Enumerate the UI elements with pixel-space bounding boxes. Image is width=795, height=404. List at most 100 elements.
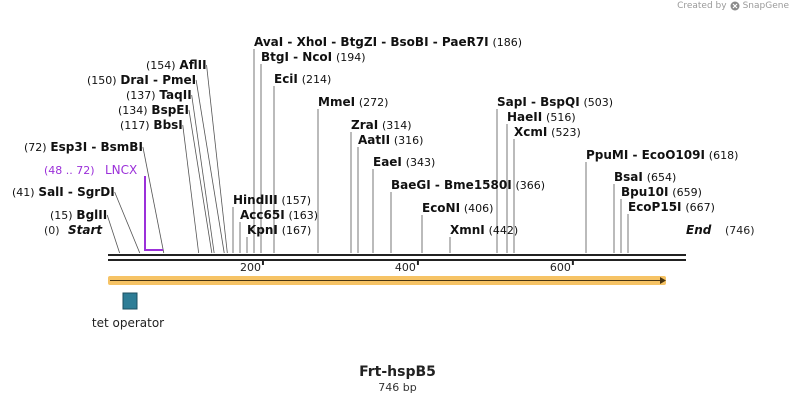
site-label-bpu10i[interactable]: Bpu10I (659) <box>621 185 702 199</box>
site-enzyme-names: Acc65I <box>240 208 285 222</box>
site-connector <box>195 79 225 254</box>
primer-name: LNCX <box>105 163 137 177</box>
site-enzyme-names: HindIII <box>233 193 278 207</box>
site-label-mmei[interactable]: MmeI (272) <box>318 95 388 109</box>
site-labels: AvaI - XhoI - BtgZI - BsoBI - PaeR7I (18… <box>12 35 738 237</box>
site-position: (163) <box>289 209 319 222</box>
site-label-econi[interactable]: EcoNI (406) <box>422 201 493 215</box>
tick-label: 400 <box>395 261 416 274</box>
site-label-aatii[interactable]: AatII (316) <box>358 133 423 147</box>
site-enzyme-names: EcoNI <box>422 201 460 215</box>
site-position: (15) <box>50 209 73 222</box>
site-enzyme-names: XmnI <box>450 223 485 237</box>
site-connector <box>206 64 228 254</box>
site-enzyme-names: ZraI <box>351 118 378 132</box>
site-connector <box>114 191 141 254</box>
site-label-hindiii[interactable]: HindIII (157) <box>233 193 311 207</box>
site-label-bglii[interactable]: (15) BglII <box>50 208 107 222</box>
site-position: (442) <box>489 224 519 237</box>
site-label-sapi[interactable]: SapI - BspQI (503) <box>497 95 613 109</box>
site-label-xcmi[interactable]: XcmI (523) <box>514 125 581 139</box>
site-position: (117) <box>120 119 150 132</box>
site-enzyme-names: EcoP15I <box>628 200 682 214</box>
site-connector <box>191 94 215 254</box>
site-position: (194) <box>336 51 366 64</box>
site-enzyme-names: AflII <box>179 58 206 72</box>
site-position: (167) <box>282 224 312 237</box>
site-position: (316) <box>394 134 424 147</box>
site-enzyme-names: EaeI <box>373 155 402 169</box>
snapgene-credit: Created by SnapGene <box>677 1 789 11</box>
site-position: (406) <box>464 202 494 215</box>
site-label-haeii[interactable]: HaeII (516) <box>507 110 576 124</box>
site-enzyme-names: BaeGI - Bme1580I <box>391 178 512 192</box>
site-enzyme-names: DraI - PmeI <box>120 73 196 87</box>
site-label-esp3i[interactable]: (72) Esp3I - BsmBI <box>24 140 143 154</box>
site-connector <box>142 146 165 254</box>
site-enzyme-names: BbsI <box>153 118 182 132</box>
site-enzyme-names: AvaI - XhoI - BtgZI - BsoBI - PaeR7I <box>254 35 489 49</box>
credit-prefix: Created by <box>677 1 727 11</box>
site-position: (154) <box>146 59 176 72</box>
site-enzyme-names: Bpu10I <box>621 185 668 199</box>
site-position: (41) <box>12 186 35 199</box>
site-enzyme-names: KpnI <box>247 223 278 237</box>
site-position: (343) <box>406 156 436 169</box>
end-label: End <box>686 223 712 237</box>
ticks: 200 400 600 <box>240 260 574 274</box>
site-label-ppumi[interactable]: PpuMI - EcoO109I (618) <box>586 148 738 162</box>
tick-label: 600 <box>550 261 571 274</box>
site-label-sali[interactable]: (41) SalI - SgrDI <box>12 185 115 199</box>
site-label-btgi[interactable]: BtgI - NcoI (194) <box>261 50 366 64</box>
site-label-zrai[interactable]: ZraI (314) <box>351 118 412 132</box>
site-position: (272) <box>359 96 389 109</box>
end-pos: (746) <box>725 224 755 237</box>
site-enzyme-names: MmeI <box>318 95 355 109</box>
site-label-avai[interactable]: AvaI - XhoI - BtgZI - BsoBI - PaeR7I (18… <box>254 35 522 49</box>
site-label-taqii[interactable]: (137) TaqII <box>126 88 192 102</box>
site-position: (667) <box>685 201 715 214</box>
site-label-kpni[interactable]: KpnI (167) <box>247 223 311 237</box>
site-position: (134) <box>118 104 148 117</box>
site-position: (659) <box>672 186 702 199</box>
site-label-acc65i[interactable]: Acc65I (163) <box>240 208 318 222</box>
site-label-ecii[interactable]: EciI (214) <box>274 72 331 86</box>
site-enzyme-names: EciI <box>274 72 298 86</box>
site-label-baegi[interactable]: BaeGI - Bme1580I (366) <box>391 178 545 192</box>
primer-lncx[interactable] <box>144 176 163 251</box>
site-label-xmni[interactable]: XmnI (442) <box>450 223 518 237</box>
start-label: Start <box>68 223 103 237</box>
site-position: (137) <box>126 89 156 102</box>
site-label-bsai[interactable]: BsaI (654) <box>614 170 676 184</box>
map-title: Frt-hspB5 <box>359 364 436 380</box>
tick-label: 200 <box>240 261 261 274</box>
site-enzyme-names: Esp3I - BsmBI <box>50 140 142 154</box>
orf-arrow[interactable] <box>108 276 666 285</box>
site-enzyme-names: XcmI <box>514 125 547 139</box>
site-position: (618) <box>709 149 739 162</box>
site-position: (523) <box>551 126 581 139</box>
site-label-bbsi[interactable]: (117) BbsI <box>120 118 183 132</box>
site-position: (516) <box>546 111 576 124</box>
credit-brand: SnapGene <box>742 1 789 11</box>
site-position: (654) <box>647 171 677 184</box>
site-enzyme-names: BglII <box>76 208 107 222</box>
site-label-aflii[interactable]: (154) AflII <box>146 58 207 72</box>
site-connector <box>182 124 200 254</box>
site-label-eaei[interactable]: EaeI (343) <box>373 155 435 169</box>
site-enzyme-names: TaqII <box>159 88 191 102</box>
site-label-ecop15i[interactable]: EcoP15I (667) <box>628 200 715 214</box>
map-length: 746 bp <box>378 381 417 394</box>
site-position: (150) <box>87 74 117 87</box>
site-position: (72) <box>24 141 47 154</box>
site-label-drai[interactable]: (150) DraI - PmeI <box>87 73 196 87</box>
site-lines <box>106 49 629 254</box>
site-position: (214) <box>302 73 332 86</box>
site-position: (503) <box>584 96 614 109</box>
tet-operator-label: tet operator <box>92 316 164 330</box>
tet-operator-feature[interactable] <box>122 292 138 310</box>
site-position: (314) <box>382 119 412 132</box>
site-connector <box>188 109 213 254</box>
site-label-bspei[interactable]: (134) BspEI <box>118 103 189 117</box>
